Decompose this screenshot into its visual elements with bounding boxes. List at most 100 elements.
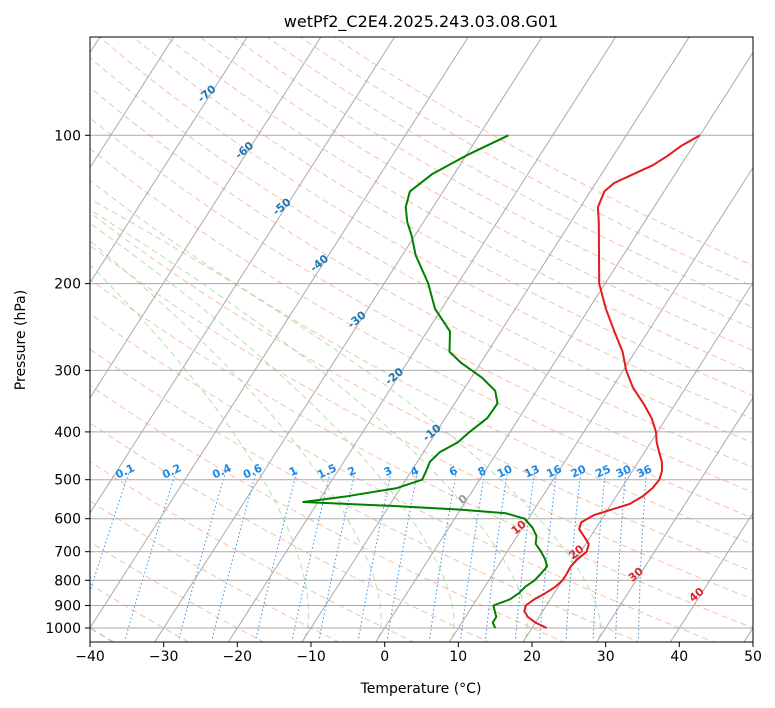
isotherm-label: 20 (566, 542, 586, 562)
dry-adiabat (299, 37, 753, 287)
isotherm-line (90, 37, 248, 284)
isotherm-line (90, 37, 175, 169)
dry-adiabat (165, 37, 753, 374)
mixing-ratio-line (255, 470, 298, 639)
isotherm-line (375, 51, 753, 642)
y-axis-label: Pressure (hPa) (13, 290, 29, 390)
mixing-ratio-label: 30 (614, 462, 634, 480)
mixing-ratio-line (539, 470, 558, 639)
dry-adiabat (90, 244, 753, 600)
isotherm-label: 0 (456, 492, 470, 507)
x-tick-label: −30 (149, 649, 179, 665)
dry-adiabat (90, 500, 340, 642)
dry-adiabat (90, 86, 753, 468)
mixing-ratio-line (638, 470, 647, 639)
isotherm-line (596, 396, 753, 642)
isotherm-lines (90, 37, 753, 642)
mixing-ratio-line (485, 470, 508, 639)
mixing-ratio-line (460, 470, 486, 639)
grid-lines (90, 134, 753, 629)
isotherm-line (90, 37, 469, 629)
mixing-ratio-line (387, 470, 419, 639)
isotherm-line (301, 37, 690, 642)
dry-adiabat (90, 278, 753, 629)
mixing-ratio-line (592, 470, 606, 639)
isotherm-label: -60 (233, 139, 257, 162)
mixing-ratio-line (615, 470, 627, 639)
mixing-ratio-label: 0.1 (113, 462, 136, 482)
mixing-ratio-label: 0.6 (241, 461, 264, 481)
dry-adiabat (199, 37, 753, 352)
x-tick-label: 30 (597, 649, 615, 665)
chart-title: wetPf2_C2E4.2025.243.03.08.G01 (284, 12, 558, 32)
mixing-ratio-label: 20 (569, 462, 589, 480)
y-tick-label: 1000 (45, 621, 81, 637)
plot-frame (89, 36, 754, 643)
mixing-ratio-line (90, 470, 130, 593)
mixing-ratio-label: 4 (408, 464, 421, 479)
y-tick-label: 100 (54, 128, 81, 144)
mixing-ratio-label: 10 (495, 462, 515, 480)
isotherm-label: -10 (420, 421, 444, 444)
dry-adiabat (90, 460, 415, 642)
isotherm-line (154, 37, 543, 642)
mixing-ratio-label: 1 (287, 464, 299, 479)
mixing-ratio-label: 25 (593, 462, 612, 480)
mixing-ratio-label: 6 (447, 464, 460, 479)
y-tick-label: 200 (54, 277, 81, 293)
y-tick-label: 400 (54, 425, 81, 441)
dry-adiabat (90, 148, 753, 519)
mixing-ratio-label: 2 (346, 464, 358, 479)
mixing-ratio-line (514, 470, 536, 639)
y-tick-label: 900 (54, 599, 81, 615)
isotherm-label: 40 (687, 585, 707, 605)
isotherm-line (90, 37, 396, 514)
y-tick-label: 700 (54, 545, 81, 561)
moist-adiabat (90, 264, 309, 639)
isotherm-label: -40 (308, 252, 332, 275)
moist-adiabat (90, 198, 602, 639)
x-tick-label: −40 (75, 649, 105, 665)
x-tick-label: −20 (223, 649, 253, 665)
mixing-ratio-label: 36 (635, 462, 655, 480)
moist-adiabat (90, 240, 382, 639)
isotherm-line (522, 281, 753, 642)
y-tick-label: 300 (54, 363, 81, 379)
mixing-ratio-line (429, 470, 457, 639)
mixing-ratio-label: 1.5 (315, 462, 338, 482)
mixing-ratio-line (565, 470, 582, 639)
mixing-ratio-line (124, 470, 177, 639)
mixing-ratio-label: 16 (544, 462, 564, 480)
mixing-ratio-label: 13 (522, 462, 541, 480)
y-tick-label: 500 (54, 473, 81, 489)
isotherm-line (669, 512, 753, 642)
x-tick-label: 50 (744, 649, 762, 665)
isotherm-label: -20 (383, 365, 407, 388)
x-tick-label: 20 (523, 649, 541, 665)
isotherm-label: -70 (195, 82, 219, 105)
dry-adiabat (90, 179, 753, 546)
dry-adiabat (90, 211, 753, 573)
mixing-ratio-line (178, 470, 227, 639)
mixing-ratio-label: 3 (382, 464, 394, 479)
dry-adiabat (90, 57, 753, 444)
isotherm-line (448, 166, 753, 642)
y-tick-label: 600 (54, 512, 81, 528)
x-axis-label: Temperature (°C) (360, 681, 482, 697)
isotherm-line (227, 37, 617, 642)
mixing-ratio-line (358, 470, 392, 639)
isotherm-label: -30 (345, 308, 369, 331)
y-tick-label: 800 (54, 573, 81, 589)
dry-adiabat (90, 117, 753, 494)
mixing-ratio-line (318, 470, 356, 639)
dry-adiabat (333, 37, 753, 267)
x-tick-label: 10 (449, 649, 467, 665)
moist-adiabat (90, 222, 455, 639)
line-labels: 0.1 0.2 0.4 0.6 1 1.5 2 3 4 6 8 10 13 16 20 25 30 36-70-6… (113, 82, 707, 604)
dry-adiabat (266, 37, 753, 308)
x-tick-label: 0 (380, 649, 389, 665)
isotherm-line (743, 627, 753, 642)
x-axis-ticks: −40 −30 −20 −10 0 10 20 30 40 50 (75, 642, 762, 665)
dry-adiabat (90, 313, 716, 642)
